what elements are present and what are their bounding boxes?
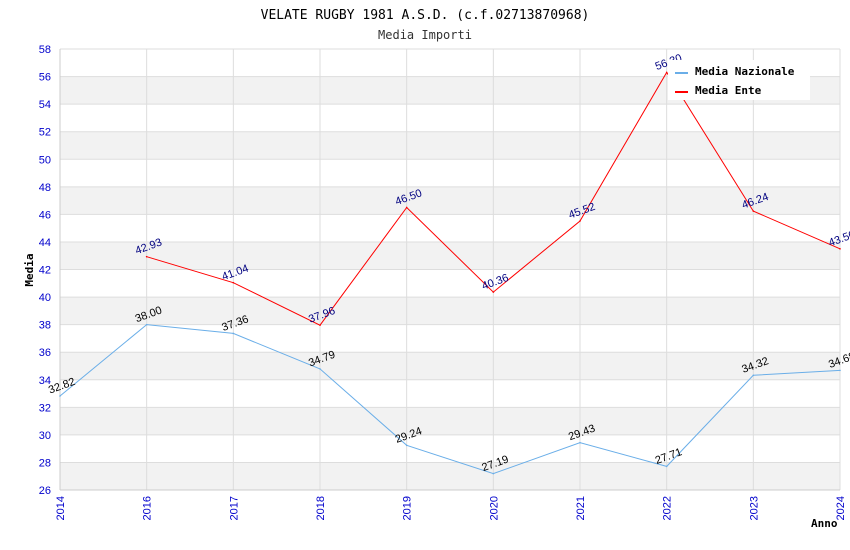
data-label: 40.36 — [480, 272, 510, 293]
data-point — [405, 206, 408, 209]
y-tick-label: 48 — [39, 182, 51, 194]
x-tick-label: 2023 — [748, 496, 760, 520]
x-tick-label: 2017 — [228, 496, 240, 520]
y-tick-label: 42 — [39, 265, 51, 277]
data-point — [405, 444, 408, 447]
data-point — [752, 374, 755, 377]
series-line-0 — [59, 324, 841, 475]
y-tick-label: 58 — [39, 44, 51, 56]
y-tick-label: 34 — [39, 375, 51, 387]
x-axis-label: Anno — [811, 517, 838, 530]
y-tick-label: 44 — [39, 237, 51, 249]
y-tick-label: 46 — [39, 209, 51, 221]
data-point — [319, 324, 321, 326]
data-point — [145, 255, 148, 258]
data-point — [59, 395, 61, 397]
data-point — [492, 291, 495, 293]
grid-band — [60, 462, 840, 490]
grid-band — [60, 186, 840, 215]
y-tick-label: 56 — [39, 72, 51, 84]
x-tick-label: 2014 — [55, 496, 67, 520]
legend-label-ente: Media Ente — [695, 84, 762, 97]
grid-band — [60, 131, 840, 160]
data-point — [145, 323, 148, 326]
chart-title: VELATE RUGBY 1981 A.S.D. (c.f.0271387096… — [261, 8, 590, 23]
data-point — [319, 368, 321, 370]
data-point — [579, 220, 581, 222]
grid-band — [60, 407, 840, 435]
y-tick-label: 26 — [39, 485, 51, 497]
y-tick-label: 36 — [39, 347, 51, 359]
legend: Media Nazionale Media Ente — [668, 60, 810, 100]
data-point — [232, 281, 235, 284]
x-tick-label: 2021 — [575, 496, 587, 520]
grid-band — [60, 297, 840, 325]
y-tick-label: 28 — [39, 457, 51, 469]
grid-band — [60, 352, 840, 380]
x-tick-label: 2022 — [662, 496, 674, 520]
y-tick-label: 38 — [39, 320, 51, 332]
data-point — [579, 441, 581, 444]
series-lines — [59, 71, 841, 475]
x-tick-label: 2020 — [488, 496, 500, 520]
x-tick-label: 2016 — [142, 496, 154, 520]
data-point — [839, 248, 841, 250]
data-label: 32.82 — [47, 376, 77, 397]
y-tick-label: 40 — [39, 292, 51, 304]
x-tick-label: 2024 — [835, 496, 847, 520]
y-tick-label: 30 — [39, 430, 51, 442]
data-point — [492, 472, 495, 475]
y-tick-label: 52 — [39, 127, 51, 139]
x-tick-label: 2019 — [402, 496, 414, 520]
chart-subtitle: Media Importi — [378, 28, 472, 42]
legend-box — [668, 60, 810, 100]
y-tick-label: 32 — [39, 402, 51, 414]
legend-label-nazionale: Media Nazionale — [695, 65, 795, 78]
data-point — [232, 332, 235, 335]
x-tick-labels: 2014 2016 2017 2018 2019 2020 2021 2022 2023 2024 — [55, 496, 847, 520]
y-tick-label: 54 — [39, 99, 51, 111]
data-label: 43.50 — [827, 229, 850, 250]
y-tick-label: 50 — [39, 154, 51, 166]
data-point — [839, 369, 841, 372]
x-tick-label: 2018 — [315, 496, 327, 520]
y-axis-label: Media — [23, 253, 36, 286]
grid-band — [60, 241, 840, 270]
data-point — [752, 210, 755, 212]
plot-background — [60, 76, 840, 490]
data-point — [665, 71, 668, 74]
y-tick-labels: 26 28 30 32 34 36 38 40 42 44 46 48 50 52 54 56 58 — [39, 44, 51, 497]
data-point — [665, 465, 668, 468]
